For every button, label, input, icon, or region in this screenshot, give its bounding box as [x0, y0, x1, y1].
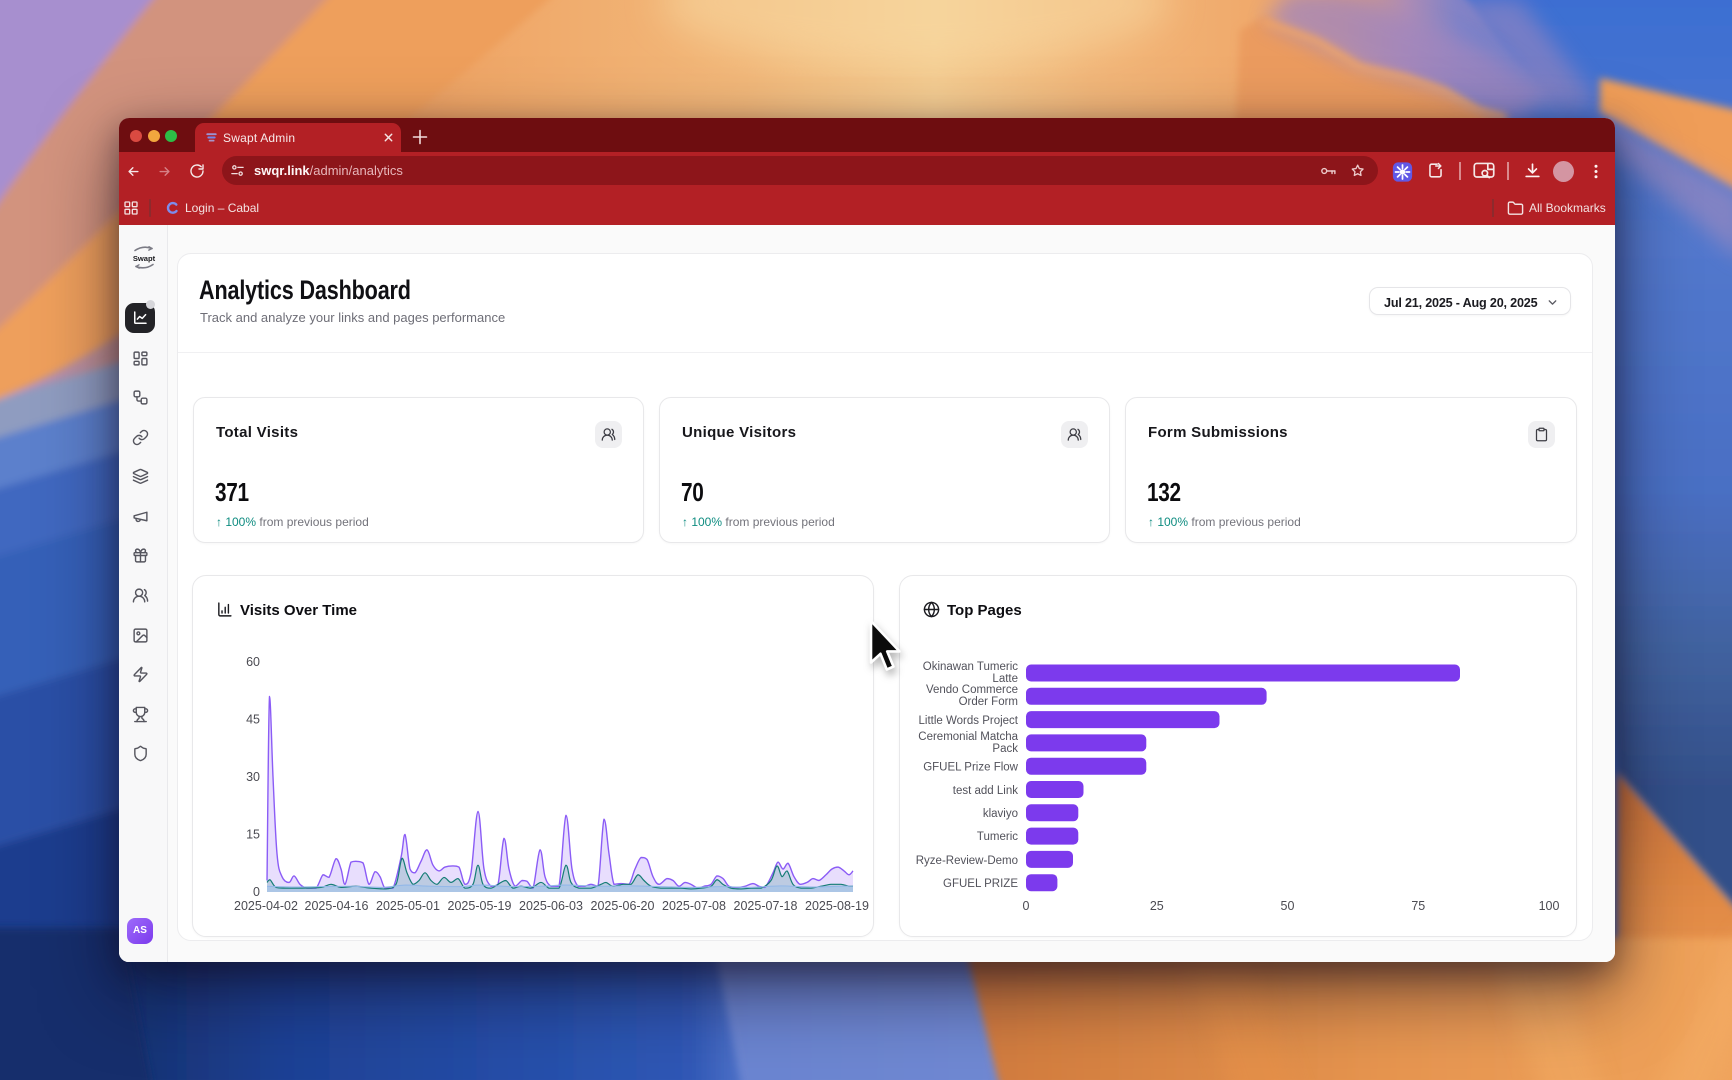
svg-text:2025-05-19: 2025-05-19 — [448, 899, 512, 913]
svg-text:Okinawan Tumeric: Okinawan Tumeric — [923, 661, 1018, 673]
svg-text:30: 30 — [246, 770, 260, 784]
svg-text:Little Words Project: Little Words Project — [919, 715, 1019, 727]
svg-text:2025-07-18: 2025-07-18 — [734, 899, 798, 913]
svg-text:Ceremonial Matcha: Ceremonial Matcha — [918, 731, 1018, 743]
svg-text:100: 100 — [1539, 899, 1560, 913]
svg-text:50: 50 — [1281, 899, 1295, 913]
svg-text:75: 75 — [1411, 899, 1425, 913]
svg-text:0: 0 — [253, 885, 260, 899]
svg-text:2025-04-16: 2025-04-16 — [305, 899, 369, 913]
svg-text:2025-07-08: 2025-07-08 — [662, 899, 726, 913]
svg-text:2025-05-01: 2025-05-01 — [376, 899, 440, 913]
svg-text:GFUEL Prize Flow: GFUEL Prize Flow — [923, 762, 1018, 774]
svg-text:klaviyo: klaviyo — [983, 808, 1018, 820]
svg-text:Swapt: Swapt — [133, 254, 156, 263]
svg-text:Pack: Pack — [992, 743, 1018, 755]
svg-text:test add Link: test add Link — [953, 785, 1018, 797]
svg-text:2025-04-02: 2025-04-02 — [234, 899, 298, 913]
svg-text:15: 15 — [246, 828, 260, 842]
svg-text:60: 60 — [246, 655, 260, 669]
svg-text:Ryze-Review-Demo: Ryze-Review-Demo — [916, 855, 1018, 867]
svg-text:Tumeric: Tumeric — [977, 831, 1018, 843]
svg-text:25: 25 — [1150, 899, 1164, 913]
svg-text:0: 0 — [1023, 899, 1030, 913]
svg-text:Latte: Latte — [992, 673, 1018, 685]
svg-text:2025-08-19: 2025-08-19 — [805, 899, 869, 913]
svg-text:45: 45 — [246, 713, 260, 727]
svg-text:Vendo Commerce: Vendo Commerce — [926, 684, 1018, 696]
svg-text:2025-06-03: 2025-06-03 — [519, 899, 583, 913]
svg-text:2025-06-20: 2025-06-20 — [591, 899, 655, 913]
svg-text:Order Form: Order Form — [959, 696, 1018, 708]
svg-text:GFUEL PRIZE: GFUEL PRIZE — [943, 878, 1018, 890]
